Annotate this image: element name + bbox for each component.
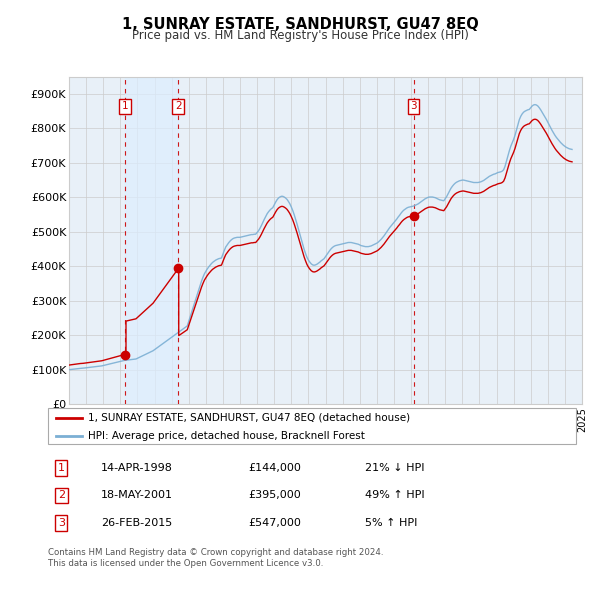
Text: 49% ↑ HPI: 49% ↑ HPI <box>365 490 424 500</box>
Text: 21% ↓ HPI: 21% ↓ HPI <box>365 463 424 473</box>
Text: 2: 2 <box>175 101 181 111</box>
Text: 14-APR-1998: 14-APR-1998 <box>101 463 173 473</box>
Text: 18-MAY-2001: 18-MAY-2001 <box>101 490 173 500</box>
Text: HPI: Average price, detached house, Bracknell Forest: HPI: Average price, detached house, Brac… <box>88 431 364 441</box>
Text: 1, SUNRAY ESTATE, SANDHURST, GU47 8EQ (detached house): 1, SUNRAY ESTATE, SANDHURST, GU47 8EQ (d… <box>88 412 410 422</box>
Text: Price paid vs. HM Land Registry's House Price Index (HPI): Price paid vs. HM Land Registry's House … <box>131 30 469 42</box>
Text: 3: 3 <box>58 518 65 527</box>
Text: £547,000: £547,000 <box>248 518 302 527</box>
Text: 2: 2 <box>58 490 65 500</box>
Text: 3: 3 <box>410 101 417 111</box>
Text: £144,000: £144,000 <box>248 463 302 473</box>
Bar <box>125 77 178 404</box>
Text: This data is licensed under the Open Government Licence v3.0.: This data is licensed under the Open Gov… <box>48 559 323 568</box>
Text: 1, SUNRAY ESTATE, SANDHURST, GU47 8EQ: 1, SUNRAY ESTATE, SANDHURST, GU47 8EQ <box>122 17 478 31</box>
Text: 5% ↑ HPI: 5% ↑ HPI <box>365 518 417 527</box>
Text: 1: 1 <box>122 101 128 111</box>
Text: 26-FEB-2015: 26-FEB-2015 <box>101 518 172 527</box>
Text: Contains HM Land Registry data © Crown copyright and database right 2024.: Contains HM Land Registry data © Crown c… <box>48 548 383 556</box>
Text: £395,000: £395,000 <box>248 490 301 500</box>
Text: 1: 1 <box>58 463 65 473</box>
